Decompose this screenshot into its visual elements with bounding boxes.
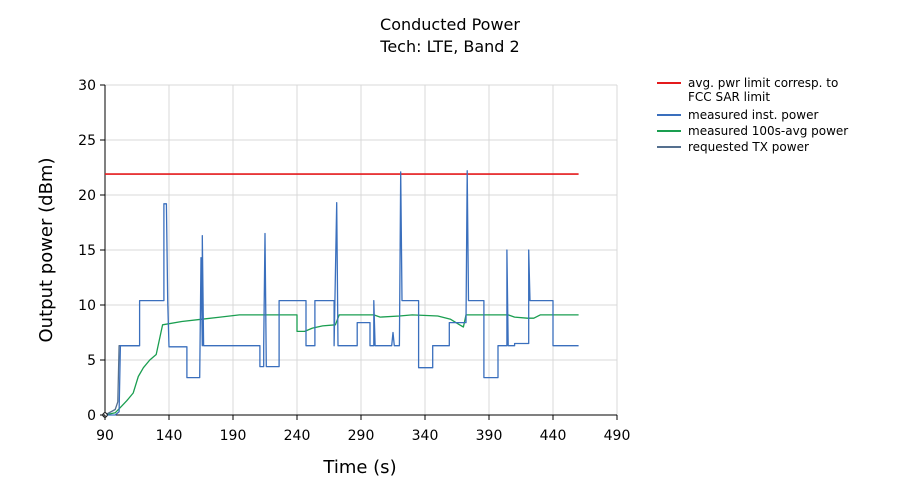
legend-label: requested TX power — [688, 140, 809, 154]
y-tick-label: 15 — [78, 243, 96, 259]
series-line-2 — [105, 170, 579, 416]
y-axis-label: Output power (dBm) — [36, 158, 57, 343]
y-tick-label: 30 — [78, 78, 96, 94]
y-tick-label: 10 — [78, 298, 96, 314]
x-tick-label: 340 — [412, 428, 439, 444]
y-tick-label: 20 — [78, 188, 96, 204]
y-axis: 0 5 10 15 20 25 30 — [78, 78, 105, 424]
x-axis-label: Time (s) — [322, 457, 396, 478]
series-line-3 — [104, 314, 579, 416]
legend-label: avg. pwr limit corresp. to — [688, 76, 838, 90]
chart-title: Conducted Power — [380, 15, 520, 34]
x-axis: 90 140 190 240 290 340 390 440 490 — [96, 415, 630, 444]
x-tick-label: 140 — [156, 428, 183, 444]
x-tick-label: 290 — [348, 428, 375, 444]
legend-label-line2: FCC SAR limit — [688, 90, 770, 104]
legend-label: measured inst. power — [688, 108, 818, 122]
x-tick-label: 440 — [540, 428, 567, 444]
chart-subtitle: Tech: LTE, Band 2 — [379, 37, 519, 56]
y-tick-label: 25 — [78, 133, 96, 149]
legend-label: measured 100s-avg power — [688, 124, 848, 138]
grid-lines — [104, 84, 618, 416]
x-tick-label: 90 — [96, 428, 114, 444]
x-tick-label: 190 — [220, 428, 247, 444]
x-tick-label: 490 — [604, 428, 631, 444]
x-tick-label: 390 — [476, 428, 503, 444]
y-tick-label: 5 — [87, 353, 96, 369]
x-tick-label: 240 — [284, 428, 311, 444]
series-group — [102, 170, 579, 418]
y-tick-label: 0 — [87, 408, 96, 424]
